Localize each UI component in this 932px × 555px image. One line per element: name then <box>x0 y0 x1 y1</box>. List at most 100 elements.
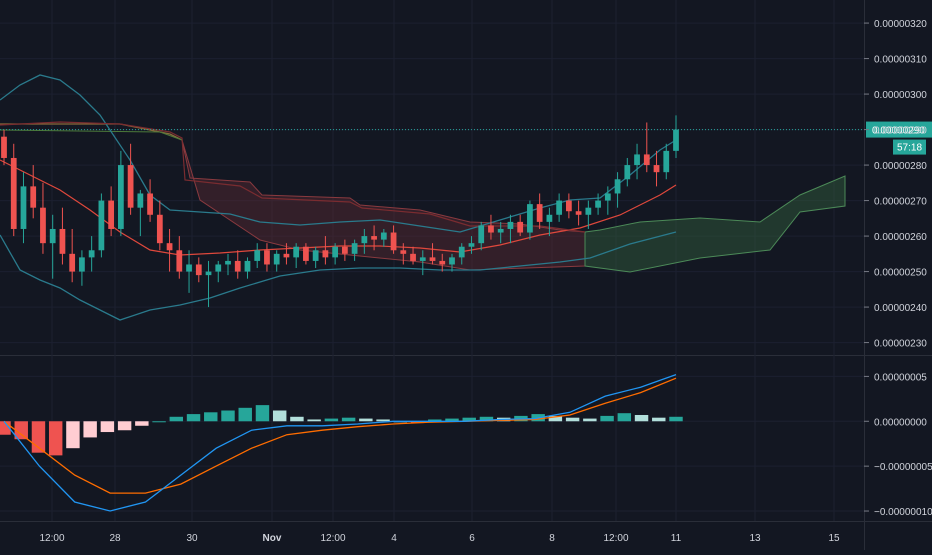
candle-down <box>59 228 66 254</box>
macd-histogram-bar <box>583 418 597 422</box>
time-tick-label: Nov <box>263 533 282 544</box>
macd-histogram-bar <box>669 416 683 422</box>
time-tick-label: 12:00 <box>39 533 64 544</box>
candle-up <box>507 221 514 229</box>
macd-histogram-bar <box>617 413 632 422</box>
macd-histogram-bar <box>0 421 11 435</box>
candle-up <box>624 165 631 180</box>
candles <box>1 115 679 308</box>
macd-histogram-bar <box>600 415 614 422</box>
time-tick-label: 12:00 <box>603 533 628 544</box>
candle-down <box>10 157 17 229</box>
macd-histogram-bar <box>186 414 201 422</box>
candle-down <box>565 200 572 212</box>
macd-histogram-bar <box>341 417 356 422</box>
last-price-label: 0.00000290 <box>872 126 925 137</box>
candle-up <box>293 246 300 258</box>
candle-up <box>186 264 192 272</box>
price-tick-label: 0.00000300 <box>874 90 927 101</box>
candle-down <box>322 250 329 258</box>
candle-up <box>117 165 124 229</box>
candle-up <box>663 150 670 173</box>
price-tick-label: 0.00000240 <box>874 303 927 314</box>
macd-histogram-bar <box>324 418 339 422</box>
candle-up <box>527 204 533 233</box>
last-price-line: 0.00000290 57:18 <box>0 121 932 155</box>
ichimoku-base-line <box>0 121 586 233</box>
time-tick-label: 28 <box>109 533 121 544</box>
macd-histogram-bar <box>548 415 563 422</box>
candle-up <box>634 154 640 166</box>
price-axis[interactable]: 0.00000320 0.00000310 0.00000300 0.00000290… <box>864 19 927 350</box>
bb-lower <box>0 231 677 321</box>
macd-histogram-bar <box>117 421 132 431</box>
candle-up <box>49 228 56 244</box>
candle-up <box>468 243 475 247</box>
candle-up <box>556 200 563 215</box>
candle-down <box>147 193 153 215</box>
candle-down <box>264 250 270 265</box>
macd-histogram-bar <box>83 421 97 438</box>
macd-histogram-bar <box>462 417 476 422</box>
candle-up <box>478 225 485 244</box>
candle-down <box>108 200 115 229</box>
candle-up <box>88 250 95 258</box>
candle-down <box>1 136 7 158</box>
candle-up <box>458 246 465 258</box>
candle-up <box>20 186 27 229</box>
candle-up <box>254 250 261 261</box>
macd-tick-label: 0.00000000 <box>874 417 927 428</box>
candle-down <box>234 260 241 272</box>
candle-up <box>546 214 553 222</box>
candle-down <box>69 253 76 272</box>
time-tick-label: 12:00 <box>320 533 345 544</box>
candle-up <box>244 260 251 272</box>
candle-down <box>653 165 660 173</box>
macd-histogram-bar <box>290 416 304 422</box>
macd-histogram-bar <box>634 414 649 422</box>
macd-histogram-bar <box>272 410 287 422</box>
candle-down <box>390 232 397 251</box>
time-axis[interactable]: 12:00 28 30 Nov 12:00 4 6 8 12:00 11 13 15 <box>39 533 840 544</box>
macd-histogram-bar <box>48 421 63 456</box>
kumo-span-line <box>0 129 183 141</box>
candle-down <box>575 211 582 215</box>
price-tick-label: 0.00000310 <box>874 55 927 66</box>
macd-histogram-bar <box>238 407 252 422</box>
macd-tick-label: −0.00000010 <box>874 507 932 518</box>
macd-histogram-bar <box>445 418 459 422</box>
candle-down <box>176 250 183 272</box>
macd-histogram-bar <box>565 417 580 422</box>
candle-down <box>488 225 494 233</box>
macd-histogram-bar <box>479 416 494 422</box>
macd-histogram-bar <box>204 412 218 422</box>
last-price-badge <box>866 121 932 138</box>
candle-up <box>614 179 621 194</box>
candle-up <box>332 246 339 258</box>
macd-histogram-bar <box>135 421 149 426</box>
candle-up <box>604 193 611 201</box>
kumo-span-line <box>0 123 183 141</box>
candle-up <box>449 257 455 265</box>
macd-axis[interactable]: 0.00000005 0.00000000 −0.00000005 −0.000000… <box>864 372 932 518</box>
candle-up <box>137 193 144 208</box>
candle-down <box>643 154 650 166</box>
countdown-badge <box>893 139 926 155</box>
bb-basis <box>0 159 677 256</box>
candle-down <box>371 236 377 240</box>
price-tick-label: 0.00000270 <box>874 197 927 208</box>
macd-tick-label: −0.00000005 <box>874 462 932 473</box>
bb-upper <box>0 74 677 233</box>
macd-histogram-bar <box>169 416 184 422</box>
candle-down <box>166 243 173 251</box>
candle-down <box>156 214 163 244</box>
candle-up <box>79 257 85 272</box>
macd-line <box>3 373 677 512</box>
candle-up <box>273 253 280 265</box>
candle-down <box>341 246 348 254</box>
price-tick-label: 0.00000290 <box>874 126 927 137</box>
time-tick-label: 13 <box>749 533 761 544</box>
kumo-green <box>584 175 846 273</box>
